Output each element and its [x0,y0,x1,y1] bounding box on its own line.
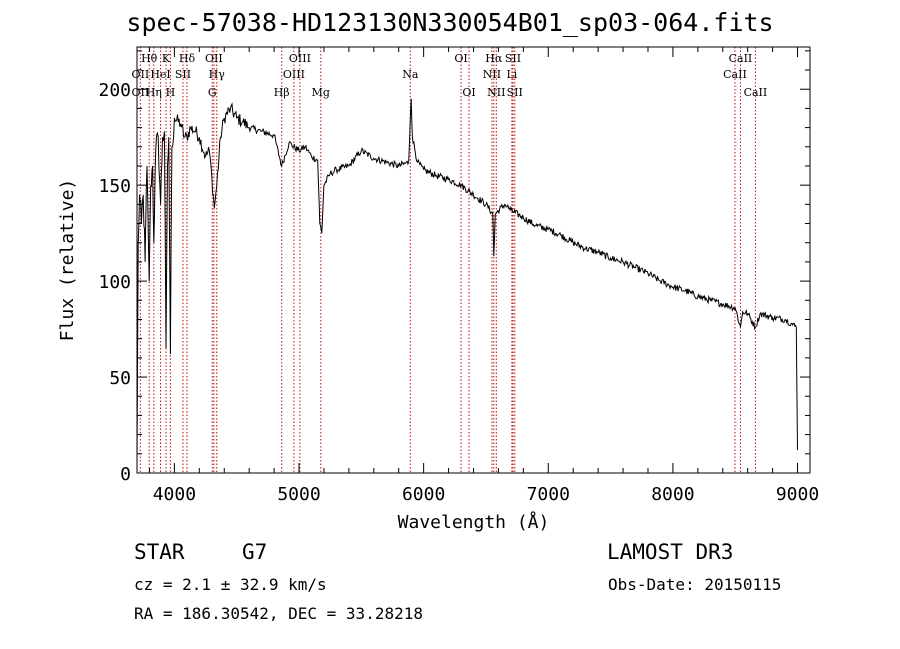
line-marker-label: OIII [289,52,311,65]
object-subclass: G7 [242,540,268,564]
line-marker-label: OI [454,52,467,65]
line-marker-label: Hθ [141,52,158,65]
x-tick-label: 7000 [527,484,570,505]
plot-frame [136,46,811,474]
line-marker-label: OII [132,68,150,81]
x-axis-ticks: 4000 5000 6000 7000 8000 9000 [148,47,819,505]
redshift-velocity: cz = 2.1 ± 32.9 km/s [134,575,327,594]
object-class: STAR [134,540,185,564]
line-marker-label: OII [205,52,223,65]
line-marker-label: NII [483,68,501,81]
y-tick-label: 100 [98,272,131,293]
line-marker-label: OI [462,86,475,99]
x-tick-label: 5000 [277,484,320,505]
line-marker-label: Hη [146,86,162,99]
sky-coordinates: RA = 186.30542, DEC = 33.28218 [134,604,423,623]
line-marker-label: SII [507,86,523,99]
line-marker-label: OIII [283,68,305,81]
line-marker-label: Hδ [179,52,196,65]
y-tick-label: 50 [109,368,131,389]
line-marker-label: SII [505,52,521,65]
line-marker-label: Li [506,68,517,81]
chart-title: spec-57038-HD123130N330054B01_sp03-064.f… [126,8,774,37]
line-marker-label: K [162,52,171,65]
line-marker-label: NII [487,86,505,99]
line-marker-label: SII [175,68,191,81]
line-marker-label: Hγ [209,68,226,81]
line-marker-label: Hα [485,52,503,65]
y-tick-label: 200 [98,80,131,101]
line-marker-label: Mg [312,86,330,99]
x-axis-label: Wavelength (Å) [398,511,550,533]
x-tick-label: 8000 [651,484,694,505]
line-marker-label: CaII [744,86,768,99]
line-marker-label: CaII [729,52,753,65]
line-marker-label: Hβ [274,86,290,99]
line-marker-label: G [208,86,217,99]
y-axis-label: Flux (relative) [57,179,78,342]
line-marker-label: HeI [150,68,170,81]
spectrum-line [136,98,798,464]
y-axis-ticks: 0 50 100 150 200 [98,50,810,485]
x-tick-label: 4000 [153,484,196,505]
x-tick-label: 6000 [402,484,445,505]
observation-date: Obs-Date: 20150115 [608,575,782,594]
line-marker-label: H [166,86,176,99]
emission-line-markers [139,47,756,473]
survey-name: LAMOST DR3 [607,540,734,564]
line-marker-label: Na [402,68,419,81]
y-tick-label: 0 [120,464,131,485]
x-tick-label: 9000 [776,484,819,505]
line-marker-label: CaII [723,68,747,81]
y-tick-label: 150 [98,176,131,197]
